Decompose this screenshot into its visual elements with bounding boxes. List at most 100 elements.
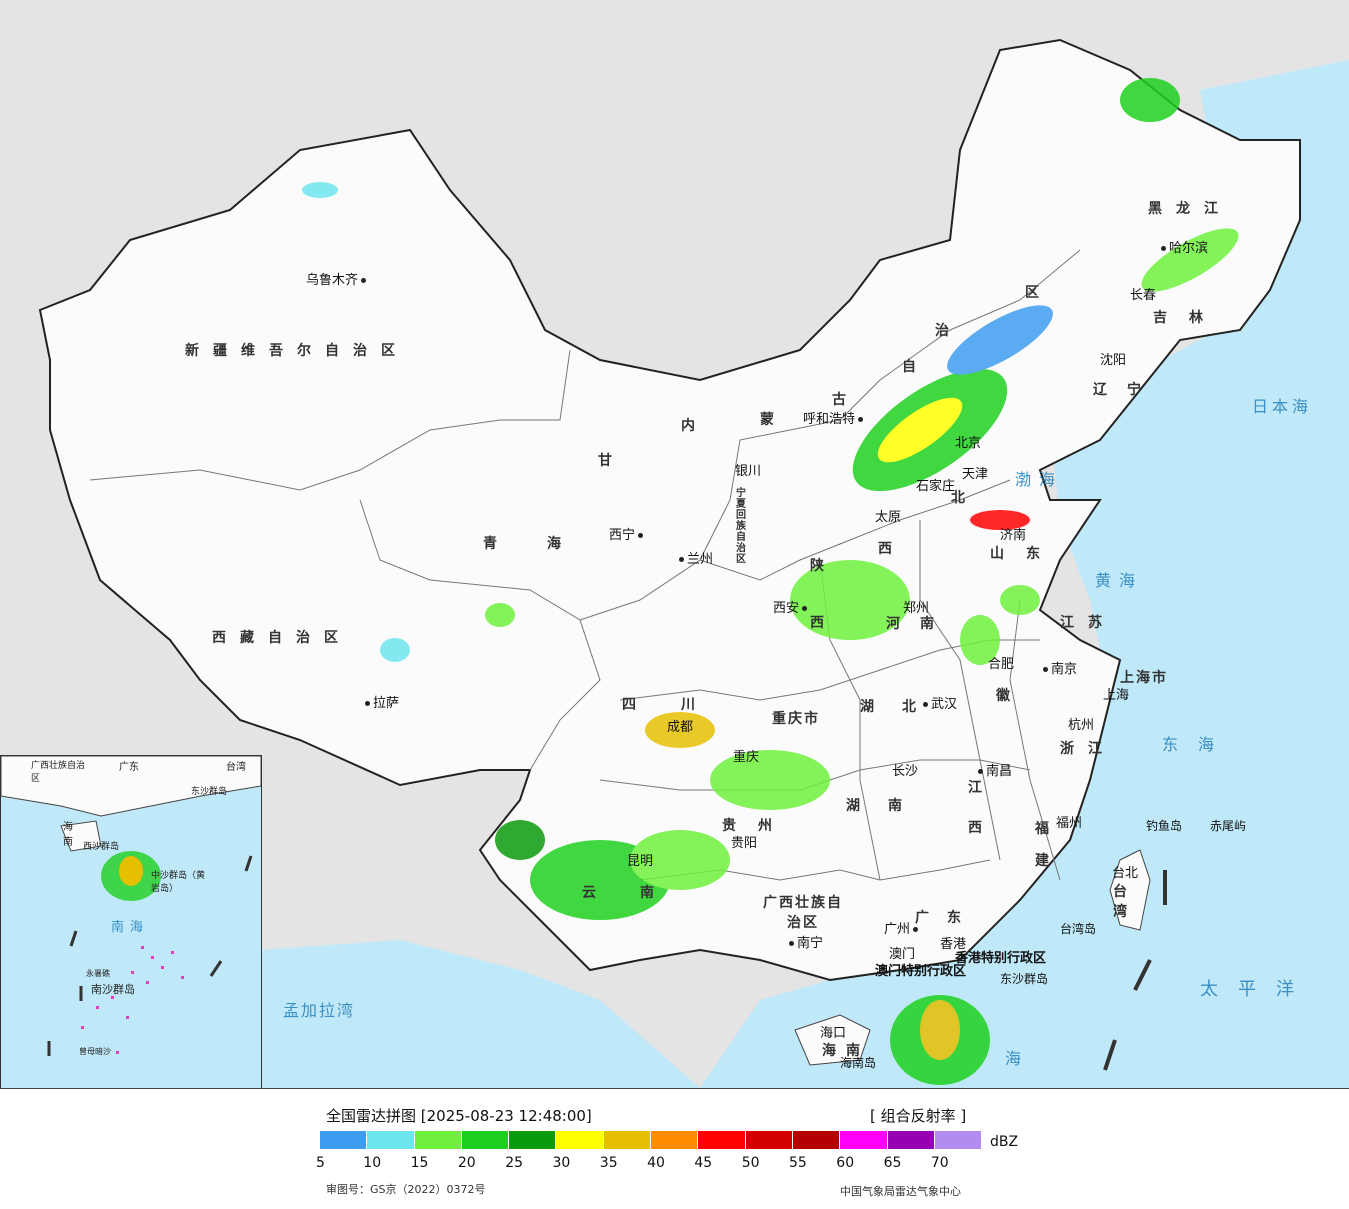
colorbar-tick-label: 40 xyxy=(647,1155,665,1171)
city-changchun[interactable]: 长春 xyxy=(1130,288,1157,303)
city-harbin[interactable]: 哈尔滨 xyxy=(1158,237,1208,256)
label-jilin: 吉林 xyxy=(1153,310,1225,326)
inset-nanhai: 南海 xyxy=(111,920,150,935)
city-haikou[interactable]: 海口 xyxy=(820,1026,847,1041)
city-jinan[interactable]: 济南 xyxy=(1000,528,1027,543)
city-guiyang[interactable]: 贵阳 xyxy=(731,836,758,851)
label-hubei: 湖北 xyxy=(860,699,944,715)
radar-map[interactable]: 新疆维吾尔自治区 西藏自治区 青海 甘 内 蒙 古 自 治 区 黑龙江 吉林 辽… xyxy=(0,0,1349,1088)
label-sichuan: 四川 xyxy=(622,697,740,713)
city-taibei[interactable]: 台北 xyxy=(1112,866,1139,881)
label-shanxi: 西 xyxy=(878,541,906,557)
colorbar-tick-label: 20 xyxy=(457,1155,476,1171)
city-urumqi[interactable]: 乌鲁木齐 xyxy=(306,269,369,288)
city-shijiazhuang[interactable]: 石家庄 xyxy=(916,479,956,494)
label-guizhou: 贵州 xyxy=(722,818,794,834)
legend-unit: dBZ xyxy=(990,1134,1019,1150)
sea-pacific: 太平洋 xyxy=(1200,979,1314,1000)
issuing-center: 中国气象局雷达气象中心 xyxy=(840,1185,961,1198)
city-shenyang[interactable]: 沈阳 xyxy=(1100,353,1127,368)
city-xining[interactable]: 西宁 xyxy=(609,524,646,543)
label-shandong: 山东 xyxy=(990,546,1062,562)
label-hunan: 湖南 xyxy=(846,798,930,814)
inset-nansha: 南沙群岛 xyxy=(91,983,135,996)
city-fuzhou[interactable]: 福州 xyxy=(1056,816,1083,831)
city-macau[interactable]: 澳门 xyxy=(889,947,916,962)
label-dongsha: 东沙群岛 xyxy=(1000,972,1049,986)
city-beijing[interactable]: 北京 xyxy=(955,436,982,451)
sea-huanghai: 黄海 xyxy=(1095,571,1144,590)
colorbar-tick-label: 25 xyxy=(505,1155,524,1171)
city-nanning[interactable]: 南宁 xyxy=(786,932,823,951)
label-hebei: 北 xyxy=(951,490,979,506)
inset-hainan: 海南 xyxy=(63,822,73,848)
label-diaoyu: 钓鱼岛 xyxy=(1146,819,1183,833)
city-xian[interactable]: 西安 xyxy=(773,597,810,616)
city-hangzhou[interactable]: 杭州 xyxy=(1068,718,1095,733)
label-heilongjiang: 黑龙江 xyxy=(1148,201,1232,217)
colorbar-tick-label: 55 xyxy=(789,1155,807,1171)
city-wuhan[interactable]: 武汉 xyxy=(920,693,957,712)
city-yinchuan[interactable]: 银川 xyxy=(735,464,762,479)
city-kunming[interactable]: 昆明 xyxy=(627,854,654,869)
city-chongqing[interactable]: 重庆 xyxy=(733,750,760,765)
label-neimenggu-6: 区 xyxy=(1025,285,1053,301)
label-shaanxi: 陕 xyxy=(810,558,838,574)
city-nanjing[interactable]: 南京 xyxy=(1040,658,1077,677)
city-tianjin[interactable]: 天津 xyxy=(962,467,989,482)
legend-panel: 全国雷达拼图 [2025-08-23 12:48:00] [ 组合反射率 ] 5… xyxy=(0,1088,1349,1209)
label-zhejiang: 浙江 xyxy=(1060,741,1116,757)
label-ningxia: 宁夏回族自治区 xyxy=(736,488,746,565)
label-xizang: 西藏自治区 xyxy=(212,630,352,646)
colorbar-tick-label: 10 xyxy=(363,1155,382,1171)
label-neimenggu-3: 古 xyxy=(832,392,860,408)
city-hongkong[interactable]: 香港 xyxy=(940,937,967,952)
sea-japan: 日本海 xyxy=(1252,397,1313,416)
city-hefei[interactable]: 合肥 xyxy=(988,657,1015,672)
colorbar-swatch xyxy=(887,1131,935,1149)
colorbar-swatch xyxy=(603,1131,652,1149)
inset-zengmu: 曾母暗沙 xyxy=(79,1047,111,1056)
review-number: 审图号：GS京（2022）0372号 xyxy=(326,1183,486,1196)
sea-donghai: 东海 xyxy=(1162,735,1235,754)
colorbar-tick-label: 70 xyxy=(930,1155,949,1171)
city-nanchang[interactable]: 南昌 xyxy=(975,760,1012,779)
colorbar-ticks: 5 10 15 20 25 30 35 40 45 50 55 60 65 70 xyxy=(308,1155,968,1175)
label-hk-sar: 香港特别行政区 xyxy=(955,951,1047,966)
label-jiangxi-2: 西 xyxy=(968,820,996,836)
label-gansu: 甘 xyxy=(598,453,626,469)
city-shanghai[interactable]: 上海 xyxy=(1103,688,1130,703)
colorbar-swatch xyxy=(461,1131,510,1149)
colorbar xyxy=(320,1131,983,1149)
label-hainan: 海南 xyxy=(822,1043,870,1059)
label-jiangsu: 江苏 xyxy=(1060,615,1116,631)
colorbar-tick-label: 5 xyxy=(316,1155,325,1171)
legend-title: 全国雷达拼图 [2025-08-23 12:48:00] xyxy=(326,1107,592,1125)
city-guangzhou[interactable]: 广州 xyxy=(884,918,921,937)
label-neimenggu-5: 治 xyxy=(935,323,963,339)
label-neimenggu-2: 蒙 xyxy=(760,412,788,428)
colorbar-tick-label: 50 xyxy=(741,1155,760,1171)
colorbar-swatch xyxy=(745,1131,793,1149)
colorbar-tick-label: 45 xyxy=(694,1155,713,1171)
colorbar-swatch xyxy=(367,1131,415,1149)
colorbar-swatch xyxy=(698,1131,746,1149)
legend-product: [ 组合反射率 ] xyxy=(870,1107,967,1125)
city-lhasa[interactable]: 拉萨 xyxy=(362,692,399,711)
label-jiangxi: 江 xyxy=(968,780,996,796)
city-lanzhou[interactable]: 兰州 xyxy=(676,548,713,567)
label-chiwei: 赤尾屿 xyxy=(1210,819,1247,833)
colorbar-tick-label: 35 xyxy=(599,1155,618,1171)
label-guangdong: 广东 xyxy=(915,910,979,926)
inset-taiwan: 台湾 xyxy=(226,762,246,773)
sea-nanhai: 海 xyxy=(1005,1049,1030,1068)
city-hohhot[interactable]: 呼和浩特 xyxy=(803,408,866,427)
city-zhengzhou[interactable]: 郑州 xyxy=(903,601,930,616)
colorbar-swatch xyxy=(934,1131,983,1149)
city-changsha[interactable]: 长沙 xyxy=(892,764,919,779)
colorbar-swatch xyxy=(840,1131,888,1149)
inset-xisha: 西沙群岛 xyxy=(83,842,120,852)
city-chengdu[interactable]: 成都 xyxy=(667,720,694,735)
colorbar-swatch xyxy=(651,1131,699,1149)
city-taiyuan[interactable]: 太原 xyxy=(875,510,902,525)
